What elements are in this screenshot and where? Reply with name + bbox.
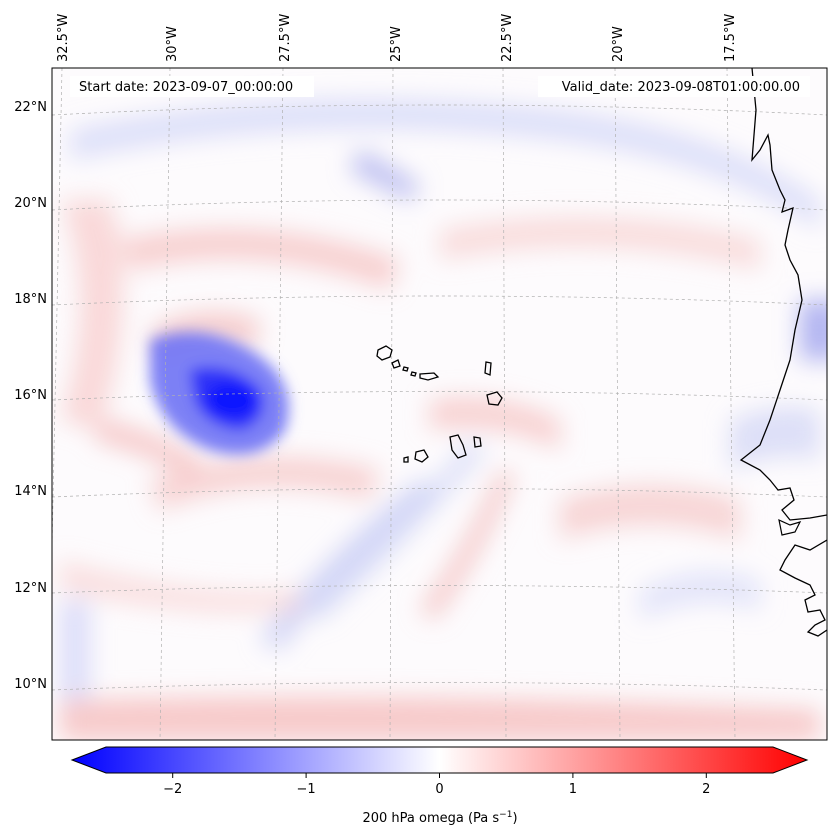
lat-label-18n: 18°N bbox=[14, 292, 47, 307]
lon-label-17-5w: 17.5°W bbox=[723, 14, 738, 62]
latitude-labels: 22°N 20°N 18°N 16°N 14°N 12°N 10°N bbox=[14, 100, 47, 692]
lon-label-30w: 30°W bbox=[165, 26, 180, 62]
colorbar-label: 200 hPa omega (Pa s−1) bbox=[362, 810, 517, 826]
gridlines bbox=[52, 68, 827, 740]
lon-label-22-5w: 22.5°W bbox=[500, 14, 515, 62]
colorbar-tick-label-minus1: −1 bbox=[297, 782, 316, 797]
start-date-annotation: Start date: 2023-09-07_00:00:00 bbox=[70, 76, 314, 97]
longitude-labels: 32.5°W 30°W 27.5°W 25°W 22.5°W 20°W 17.5… bbox=[56, 14, 738, 62]
colorbar-bar bbox=[70, 746, 809, 774]
colorbar-ticks bbox=[172, 773, 707, 778]
colorbar-tick-label-minus2: −2 bbox=[163, 782, 182, 797]
colorbar-tick-labels: −2 −1 0 1 2 bbox=[163, 782, 710, 797]
map-frame bbox=[51, 67, 828, 741]
lon-label-32-5w: 32.5°W bbox=[56, 14, 71, 62]
lat-label-10n: 10°N bbox=[14, 677, 47, 692]
cape-verde-islands bbox=[376, 345, 503, 463]
africa-coastline bbox=[739, 68, 827, 521]
lat-label-14n: 14°N bbox=[14, 484, 47, 499]
lon-label-20w: 20°W bbox=[611, 26, 626, 62]
colorbar-tick-label-1: 1 bbox=[569, 782, 577, 797]
omega-field bbox=[60, 98, 827, 740]
lat-label-20n: 20°N bbox=[14, 196, 47, 211]
valid-date-label: Valid_date: 2023-09-08T01:00:00.00 bbox=[562, 80, 800, 95]
start-date-label: Start date: 2023-09-07_00:00:00 bbox=[79, 80, 293, 95]
colorbar-tick-label-2: 2 bbox=[702, 782, 710, 797]
lon-label-25w: 25°W bbox=[389, 26, 404, 62]
africa-coastline-south bbox=[779, 539, 827, 637]
map-panel: Start date: 2023-09-07_00:00:00 Valid_da… bbox=[52, 68, 827, 740]
lat-label-12n: 12°N bbox=[14, 581, 47, 596]
colorbar: −2 −1 0 1 2 200 hPa omega (Pa s−1) bbox=[70, 746, 809, 826]
lat-label-22n: 22°N bbox=[14, 100, 47, 115]
valid-date-annotation: Valid_date: 2023-09-08T01:00:00.00 bbox=[538, 76, 810, 97]
coastline-fragment bbox=[778, 518, 802, 536]
lat-label-16n: 16°N bbox=[14, 388, 47, 403]
lon-label-27-5w: 27.5°W bbox=[278, 14, 293, 62]
colorbar-tick-label-0: 0 bbox=[435, 782, 443, 797]
